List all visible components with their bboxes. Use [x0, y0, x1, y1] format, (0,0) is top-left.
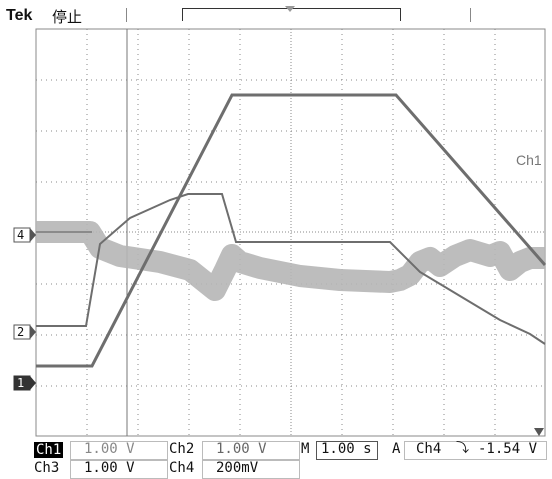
ch4-ground-label: 4	[17, 228, 25, 242]
ch1-scale: 1.00 V	[84, 441, 135, 457]
ch1-label[interactable]: Ch1	[34, 442, 64, 458]
ch1-trace	[36, 93, 547, 368]
trigger-label: A	[392, 441, 401, 457]
cursor-tick	[126, 8, 127, 22]
ch2-ground-label: 2	[17, 325, 25, 339]
ch2-scale: 1.00 V	[216, 441, 267, 457]
trigger-level-marker[interactable]	[534, 428, 544, 436]
trigger-position-marker	[285, 6, 295, 12]
ch4-label[interactable]: Ch4	[169, 460, 195, 476]
ch3-scale: 1.00 V	[84, 460, 135, 476]
timebase-box[interactable]	[316, 441, 378, 460]
ch2-scale-box[interactable]	[202, 441, 300, 460]
timebase-value: 1.00 s	[321, 441, 372, 457]
ch4-scale: 200mV	[216, 460, 259, 476]
channel-markers[interactable]	[13, 227, 36, 391]
status-bar: Tek 停止	[0, 0, 552, 28]
trigger-source: Ch4	[416, 441, 442, 457]
ch2-trace	[36, 193, 546, 345]
trigger-box[interactable]	[404, 441, 547, 460]
ch2-label[interactable]: Ch2	[169, 441, 195, 457]
cursor-tick	[470, 8, 471, 22]
trigger-slope-icon: ⤵	[456, 441, 470, 456]
center-axes	[36, 29, 545, 436]
trace-channel-label: Ch1	[516, 152, 542, 168]
trigger-level: -1.54 V	[478, 441, 538, 457]
timebase-label: M	[301, 441, 310, 457]
acquisition-state: 停止	[52, 8, 83, 26]
brand-logo: Tek	[6, 7, 33, 24]
ch4-noise-trace	[36, 221, 545, 301]
ch1-scale-box[interactable]	[70, 441, 168, 460]
ch1-ground-label: 1	[17, 376, 25, 390]
ch3-label[interactable]: Ch3	[34, 460, 60, 476]
